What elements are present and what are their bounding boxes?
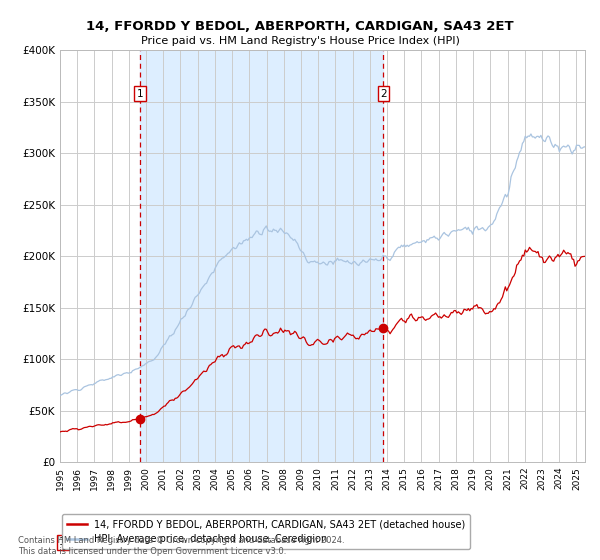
- Text: 2: 2: [380, 88, 387, 99]
- Text: £42,000: £42,000: [244, 537, 287, 547]
- Text: 44% ↓ HPI: 44% ↓ HPI: [365, 537, 420, 547]
- Bar: [140, 50, 383, 462]
- Text: Contains HM Land Registry data © Crown copyright and database right 2024.
This d: Contains HM Land Registry data © Crown c…: [18, 536, 344, 556]
- Legend: 14, FFORDD Y BEDOL, ABERPORTH, CARDIGAN, SA43 2ET (detached house), HPI: Average: 14, FFORDD Y BEDOL, ABERPORTH, CARDIGAN,…: [62, 514, 470, 549]
- Text: 27-AUG-1999: 27-AUG-1999: [97, 537, 167, 547]
- Text: Price paid vs. HM Land Registry's House Price Index (HPI): Price paid vs. HM Land Registry's House …: [140, 36, 460, 46]
- Text: 1: 1: [59, 537, 66, 547]
- Text: 14, FFORDD Y BEDOL, ABERPORTH, CARDIGAN, SA43 2ET: 14, FFORDD Y BEDOL, ABERPORTH, CARDIGAN,…: [86, 20, 514, 32]
- Text: 1: 1: [137, 88, 143, 99]
